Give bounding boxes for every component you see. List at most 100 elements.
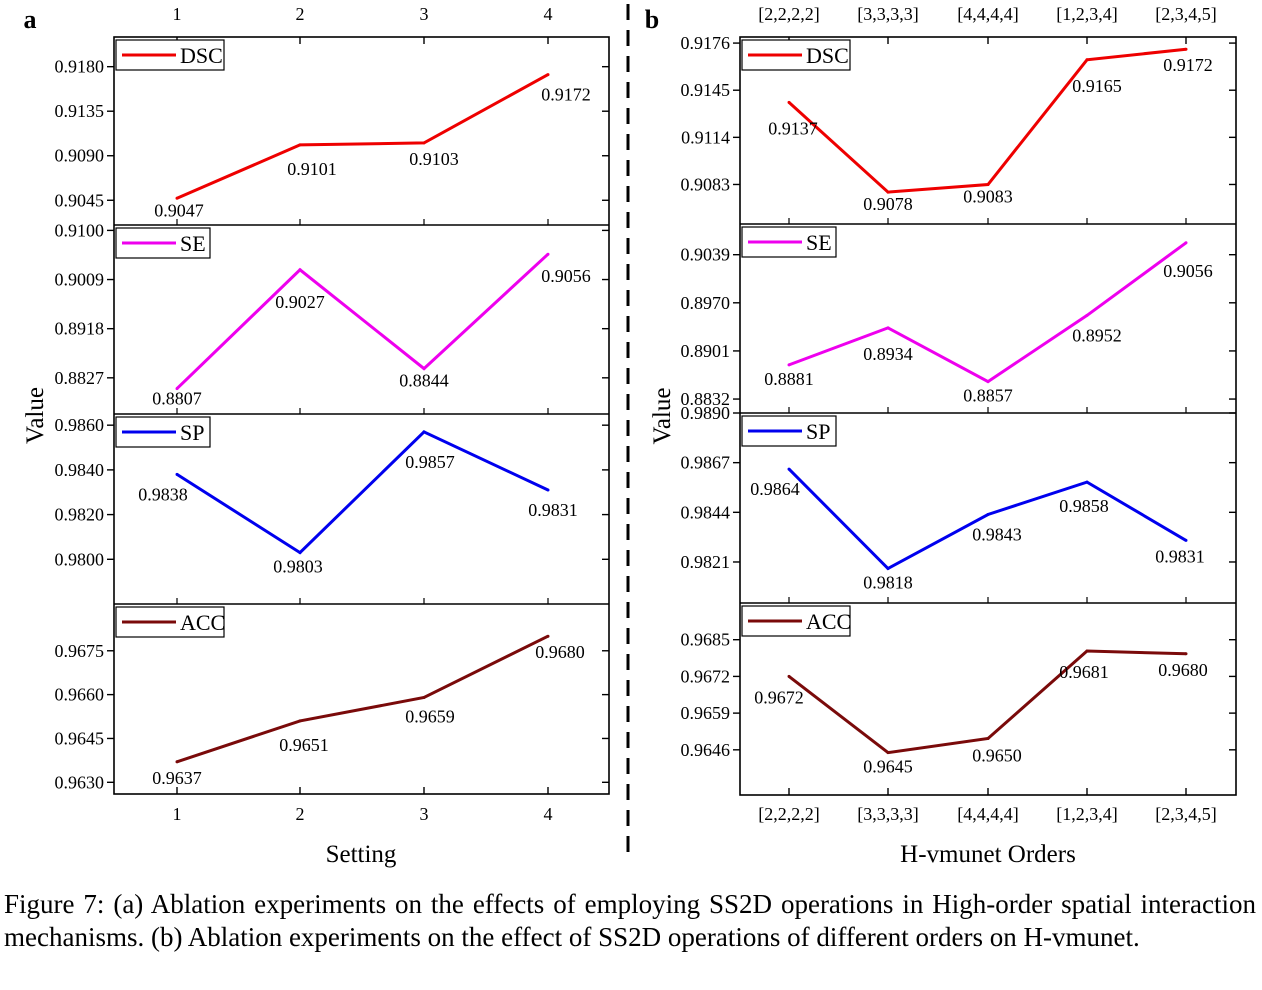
y-tick-label-a-acc-2: 0.9645 xyxy=(55,728,105,748)
y-tick-label-b-acc-4: 0.9685 xyxy=(681,630,731,650)
data-point-a-sp-4 xyxy=(546,488,550,492)
x-tick-label-a-2: 2 xyxy=(296,804,305,824)
legend-label-b-se: SE xyxy=(806,230,832,255)
y-axis-label-b: Value xyxy=(649,388,676,445)
data-point-b-se-5 xyxy=(1184,241,1188,245)
series-line-a-dsc xyxy=(176,73,549,200)
data-point-a-dsc-2 xyxy=(298,143,302,147)
top-tick-label-b-4: [1,2,3,4] xyxy=(1056,4,1118,24)
data-point-a-se-4 xyxy=(546,252,550,256)
data-point-a-acc-3 xyxy=(422,696,426,699)
data-point-b-se-1 xyxy=(787,363,791,367)
data-point-b-sp-1 xyxy=(787,467,791,471)
x-tick-label-b-3: [4,4,4,4] xyxy=(957,804,1019,824)
y-tick-label-a-sp-2: 0.9820 xyxy=(55,505,105,525)
data-label-a-acc-1: 0.9637 xyxy=(152,768,202,788)
data-label-a-sp-2: 0.9803 xyxy=(273,557,323,577)
legend-label-a-acc: ACC xyxy=(180,610,225,635)
data-point-a-sp-2 xyxy=(298,551,302,555)
data-label-b-dsc-2: 0.9078 xyxy=(863,194,913,214)
data-point-a-acc-1 xyxy=(175,760,179,764)
legend-label-b-acc: ACC xyxy=(806,609,851,634)
series-line-a-sp xyxy=(176,430,549,555)
series-line-b-sp xyxy=(787,468,1187,571)
data-label-b-sp-1: 0.9864 xyxy=(750,479,800,499)
y-axis-label-a: Value xyxy=(22,387,49,444)
y-tick-label-b-dsc-2: 0.9114 xyxy=(681,127,730,147)
y-tick-label-a-se-1: 0.8827 xyxy=(55,368,105,388)
top-tick-label-a-1: 1 xyxy=(173,4,182,24)
x-tick-label-b-1: [2,2,2,2] xyxy=(758,804,820,824)
data-point-a-se-2 xyxy=(298,268,302,272)
data-label-a-acc-2: 0.9651 xyxy=(279,735,329,755)
y-tick-label-b-sp-2: 0.9844 xyxy=(681,502,731,522)
figure-canvas: a 1 2 3 4 1 2 3 4 Setting Value 0.9045 0.9090 0.9135 0… xyxy=(22,4,1237,868)
data-label-a-se-3: 0.8844 xyxy=(399,371,449,391)
x-tick-label-a-1: 1 xyxy=(173,804,182,824)
y-tick-label-a-dsc-3: 0.9135 xyxy=(55,101,105,121)
data-point-a-acc-4 xyxy=(546,634,550,638)
data-label-b-acc-2: 0.9645 xyxy=(863,757,913,777)
top-tick-label-b-1: [2,2,2,2] xyxy=(758,4,820,24)
data-point-a-acc-2 xyxy=(298,719,302,723)
data-point-b-acc-5 xyxy=(1184,652,1188,656)
data-point-b-sp-4 xyxy=(1085,480,1089,484)
y-tick-label-a-sp-1: 0.9800 xyxy=(55,549,105,569)
legend-label-b-dsc: DSC xyxy=(806,43,849,68)
data-label-b-acc-4: 0.9681 xyxy=(1059,662,1109,682)
y-tick-label-a-acc-1: 0.9630 xyxy=(55,772,105,792)
series-line-a-se xyxy=(175,253,550,390)
series-line-b-se xyxy=(788,241,1187,384)
data-label-b-dsc-5: 0.9172 xyxy=(1163,55,1213,75)
data-label-a-sp-1: 0.9838 xyxy=(138,484,188,504)
x-axis-label-a: Setting xyxy=(326,841,397,868)
data-label-b-se-3: 0.8857 xyxy=(963,386,1013,406)
top-tick-label-b-3: [4,4,4,4] xyxy=(957,4,1019,24)
y-tick-label-b-dsc-1: 0.9083 xyxy=(681,174,731,194)
data-label-a-se-1: 0.8807 xyxy=(152,389,202,409)
data-label-a-se-2: 0.9027 xyxy=(275,292,325,312)
y-tick-label-b-sp-4: 0.9890 xyxy=(681,403,731,423)
data-label-a-dsc-1: 0.9047 xyxy=(154,200,204,220)
panel-frame-a xyxy=(113,36,610,795)
y-tick-label-b-se-4: 0.9039 xyxy=(681,245,731,265)
data-point-b-acc-3 xyxy=(986,737,990,740)
y-tick-label-b-dsc-3: 0.9145 xyxy=(681,80,731,100)
y-tick-label-b-se-3: 0.8970 xyxy=(681,293,731,313)
data-label-a-dsc-2: 0.9101 xyxy=(287,159,337,179)
data-label-b-acc-5: 0.9680 xyxy=(1158,660,1208,680)
data-label-a-acc-3: 0.9659 xyxy=(405,707,455,727)
y-tick-label-a-dsc-2: 0.9090 xyxy=(55,146,105,166)
data-point-b-acc-2 xyxy=(886,751,890,755)
data-point-b-se-3 xyxy=(986,380,990,384)
y-tick-label-b-acc-1: 0.9646 xyxy=(681,740,731,760)
data-point-b-acc-4 xyxy=(1085,649,1089,653)
y-tick-label-a-se-2: 0.8918 xyxy=(55,319,105,339)
x-axis-label-b: H-vmunet Orders xyxy=(900,841,1076,868)
top-tick-label-a-3: 3 xyxy=(420,4,429,24)
data-point-a-sp-3 xyxy=(422,430,426,434)
y-tick-label-a-sp-4: 0.9860 xyxy=(55,415,105,435)
data-point-b-dsc-2 xyxy=(886,190,890,194)
data-point-a-sp-1 xyxy=(175,472,179,476)
data-label-b-dsc-3: 0.9083 xyxy=(963,186,1013,206)
y-tick-label-a-se-4: 0.9100 xyxy=(55,220,105,240)
legend-label-a-dsc: DSC xyxy=(180,43,223,68)
data-point-b-dsc-3 xyxy=(986,183,990,186)
y-tick-label-a-dsc-1: 0.9045 xyxy=(55,190,105,210)
data-label-b-sp-5: 0.9831 xyxy=(1155,546,1205,566)
data-point-a-se-3 xyxy=(422,367,426,371)
data-label-a-se-4: 0.9056 xyxy=(541,266,591,286)
data-label-b-se-2: 0.8934 xyxy=(863,344,913,364)
x-tick-label-a-4: 4 xyxy=(544,804,553,824)
y-tick-label-b-acc-3: 0.9672 xyxy=(681,666,731,686)
y-tick-label-b-sp-1: 0.9821 xyxy=(681,552,731,572)
top-tick-label-a-2: 2 xyxy=(296,4,305,24)
data-label-a-dsc-3: 0.9103 xyxy=(409,149,459,169)
y-tick-label-a-se-3: 0.9009 xyxy=(55,270,105,290)
y-tick-label-b-se-1: 0.8832 xyxy=(681,389,731,409)
legend-label-a-se: SE xyxy=(180,231,206,256)
data-label-b-acc-1: 0.9672 xyxy=(754,687,804,707)
data-label-b-se-4: 0.8952 xyxy=(1072,325,1122,345)
data-point-a-dsc-4 xyxy=(546,73,550,77)
